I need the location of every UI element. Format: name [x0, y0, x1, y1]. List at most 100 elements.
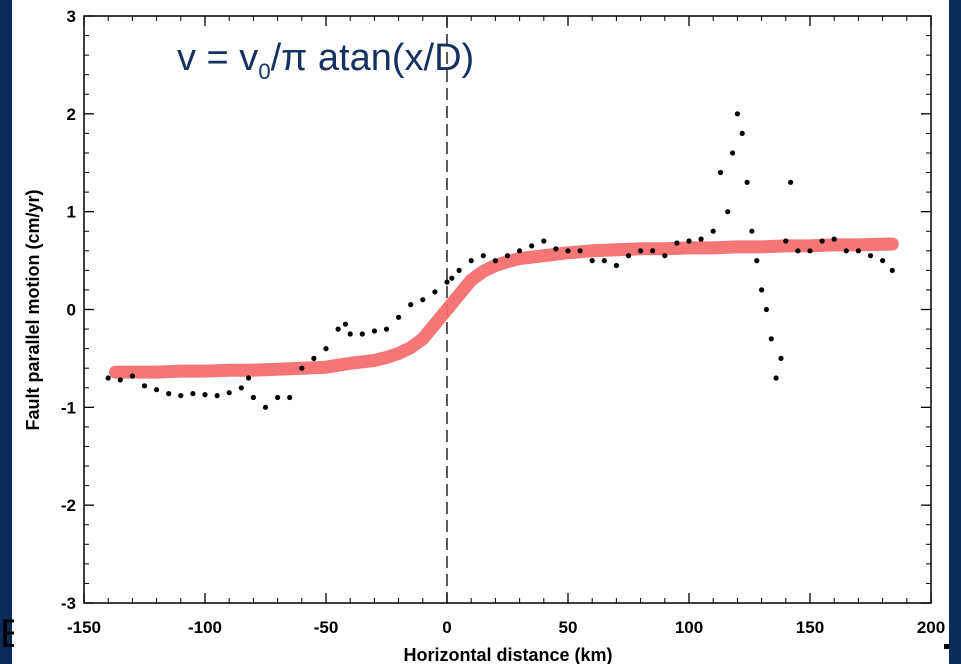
- data-point: [371, 328, 377, 334]
- formula-rhs: /π atan(x/D): [271, 37, 475, 79]
- data-point: [625, 253, 632, 259]
- x-axis-label: Horizontal distance (km): [403, 645, 612, 664]
- data-point: [541, 238, 547, 244]
- data-point: [577, 248, 583, 254]
- data-point: [311, 355, 317, 361]
- y-tick-label: -2: [61, 496, 76, 515]
- data-point: [725, 209, 731, 215]
- formula-lhs: v = v: [177, 37, 258, 79]
- data-point: [299, 365, 305, 371]
- data-point: [778, 355, 784, 361]
- data-point: [730, 150, 736, 156]
- plot-frame: [83, 15, 932, 604]
- data-point: [359, 331, 365, 337]
- data-point: [565, 248, 571, 254]
- data-point: [141, 383, 148, 389]
- data-point: [449, 275, 455, 281]
- data-point: [807, 248, 813, 254]
- data-point: [166, 391, 172, 397]
- data-point: [855, 248, 862, 254]
- data-point: [589, 258, 595, 264]
- data-layer: [105, 16, 899, 603]
- data-point: [178, 393, 184, 399]
- data-point: [754, 258, 760, 264]
- data-point: [129, 373, 135, 379]
- data-point: [287, 394, 293, 401]
- formula-subscript: 0: [258, 59, 270, 84]
- x-tick-label: 50: [559, 618, 578, 637]
- slide-border-left: [0, 0, 12, 664]
- y-tick-label: 0: [67, 301, 76, 320]
- model-curve: [109, 237, 899, 379]
- y-tick-label: -3: [61, 594, 76, 613]
- data-point: [396, 314, 402, 320]
- data-point: [420, 297, 426, 303]
- data-point: [749, 228, 755, 234]
- data-point: [347, 331, 353, 337]
- data-point: [154, 387, 160, 393]
- data-point: [190, 391, 196, 397]
- data-point: [250, 394, 256, 401]
- data-point: [238, 385, 244, 391]
- data-point: [275, 394, 281, 401]
- data-point: [763, 306, 770, 313]
- data-point: [105, 375, 111, 381]
- x-tick-label: 150: [796, 618, 824, 637]
- x-tick-label: 0: [442, 618, 451, 637]
- axis-ticks: -150 -100 -50 0 50 100 150 200 -3 -2 -1 0 1 2 3: [61, 7, 945, 637]
- data-point: [638, 248, 644, 254]
- data-point: [889, 267, 895, 273]
- data-point: [759, 287, 765, 293]
- data-point: [432, 289, 438, 295]
- data-point: [214, 393, 220, 399]
- x-tick-label: -50: [314, 618, 339, 637]
- data-point: [795, 248, 801, 254]
- y-tick-label: 1: [67, 203, 76, 222]
- x-tick-label: 100: [675, 618, 703, 637]
- data-point: [686, 238, 692, 244]
- data-point: [202, 392, 208, 398]
- data-point: [783, 238, 789, 244]
- x-tick-label: 200: [917, 618, 945, 637]
- formula-annotation: v = v0/π atan(x/D): [177, 37, 474, 84]
- data-point: [262, 404, 269, 410]
- x-tick-label: -100: [188, 618, 222, 637]
- data-point: [601, 258, 607, 264]
- data-point: [650, 248, 656, 254]
- data-point: [819, 238, 825, 244]
- data-point: [613, 262, 620, 269]
- data-point: [480, 253, 486, 259]
- data-point: [831, 236, 837, 242]
- data-point: [768, 336, 774, 342]
- data-point: [246, 375, 252, 381]
- cropped-slide-mark: [944, 644, 949, 649]
- data-point: [553, 246, 559, 252]
- data-point: [444, 279, 450, 285]
- data-point: [744, 179, 750, 185]
- data-point: [408, 302, 414, 308]
- data-point: [383, 326, 390, 332]
- data-point: [468, 258, 474, 264]
- data-point: [734, 111, 741, 117]
- y-tick-label: -1: [61, 398, 76, 417]
- data-point: [226, 390, 232, 396]
- x-tick-label: -150: [67, 618, 101, 637]
- data-point: [504, 253, 511, 259]
- y-tick-label: 2: [67, 105, 76, 124]
- data-point: [880, 258, 886, 264]
- data-point: [773, 375, 779, 381]
- data-point: [698, 236, 704, 242]
- data-point: [788, 179, 794, 185]
- data-point: [717, 169, 724, 176]
- data-point: [492, 258, 498, 264]
- data-point: [710, 228, 716, 234]
- data-point: [739, 130, 745, 136]
- data-point: [342, 321, 348, 327]
- data-point: [335, 326, 341, 332]
- y-axis-label: Fault parallel motion (cm/yr): [23, 189, 43, 430]
- data-point: [867, 253, 874, 259]
- data-point: [843, 248, 849, 254]
- cropped-slide-text: E: [0, 612, 14, 656]
